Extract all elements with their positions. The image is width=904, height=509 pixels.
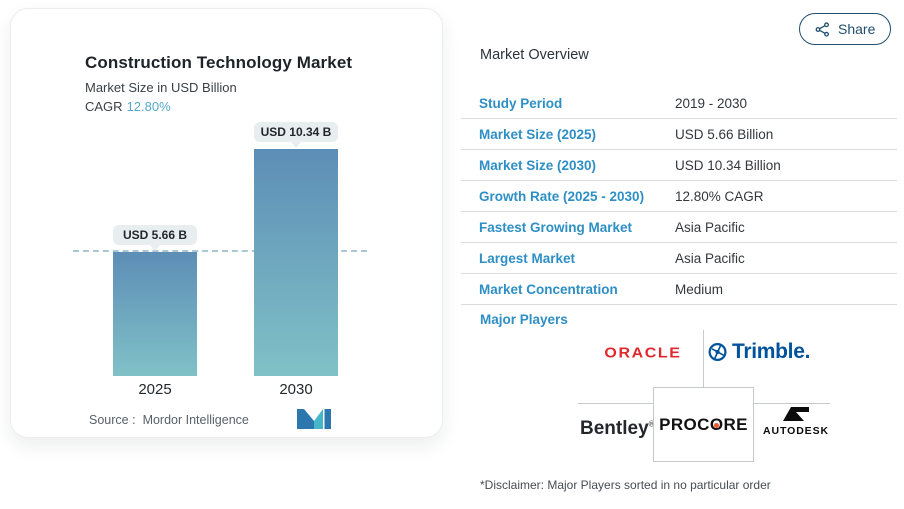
bentley-logo: Bentley® <box>580 418 655 440</box>
procore-logo: PROCORE <box>653 387 754 462</box>
table-row: Largest Market Asia Pacific <box>461 243 897 274</box>
table-row: Growth Rate (2025 - 2030) 12.80% CAGR <box>461 181 897 212</box>
overview-table: Study Period 2019 - 2030 Market Size (20… <box>461 88 897 305</box>
table-row: Fastest Growing Market Asia Pacific <box>461 212 897 243</box>
major-players-label: Major Players <box>480 312 568 327</box>
bentley-registered-mark: ® <box>648 419 655 429</box>
x-tick-2030: 2030 <box>279 381 313 398</box>
row-value: Asia Pacific <box>675 250 745 266</box>
procore-wordmark: PROCORE <box>659 415 748 435</box>
row-label: Largest Market <box>479 250 576 266</box>
source-label: Source : <box>89 413 136 427</box>
row-value: USD 5.66 Billion <box>675 126 774 142</box>
share-button-label: Share <box>838 21 876 37</box>
chart-title: Construction Technology Market <box>85 53 353 72</box>
autodesk-wordmark: AUTODESK <box>763 425 829 437</box>
autodesk-mark-icon <box>783 407 809 421</box>
share-icon <box>815 21 829 37</box>
share-button[interactable]: Share <box>799 13 892 45</box>
autodesk-logo: AUTODESK <box>760 406 832 437</box>
cagr-label: CAGR <box>85 99 123 114</box>
row-value: Asia Pacific <box>675 219 745 235</box>
procore-word-post: RE <box>723 414 748 434</box>
row-value: Medium <box>675 281 724 297</box>
bentley-wordmark: Bentley <box>580 418 649 439</box>
procore-o-dot: O <box>709 414 724 434</box>
trimble-mark-icon <box>708 343 727 361</box>
oracle-logo: ORACLE <box>604 345 682 362</box>
players-disclaimer: *Disclaimer: Major Players sorted in no … <box>480 478 771 492</box>
row-label: Market Size (2030) <box>479 157 597 173</box>
table-row: Market Size (2030) USD 10.34 Billion <box>461 150 897 181</box>
major-players-logos: ORACLE Trimble. Bentley® PROCORE <box>578 330 838 462</box>
reference-dashed-line <box>73 250 367 252</box>
cagr-value: 12.80% <box>126 99 171 114</box>
table-row: Study Period 2019 - 2030 <box>461 88 897 119</box>
row-label: Fastest Growing Market <box>479 219 633 235</box>
cagr-line: CAGR 12.80% <box>85 99 171 114</box>
row-label: Market Concentration <box>479 281 618 297</box>
row-label: Study Period <box>479 95 563 111</box>
row-value: 2019 - 2030 <box>675 95 748 111</box>
table-row: Market Size (2025) USD 5.66 Billion <box>461 119 897 150</box>
bar-value-badge-2030: USD 10.34 B <box>254 122 338 148</box>
source-value: Mordor Intelligence <box>142 413 249 427</box>
trimble-wordmark: Trimble. <box>732 340 811 363</box>
logo-grid-divider-vertical <box>703 330 704 387</box>
procore-word-pre: PROC <box>659 414 710 434</box>
x-tick-2025: 2025 <box>138 381 172 398</box>
source-attribution: Source : Mordor Intelligence <box>89 413 249 427</box>
bar-2030 <box>254 149 338 376</box>
row-value: 12.80% CAGR <box>675 188 764 204</box>
overview-heading: Market Overview <box>480 47 589 63</box>
row-label: Growth Rate (2025 - 2030) <box>479 188 645 204</box>
bar-value-badge-2025: USD 5.66 B <box>113 225 197 251</box>
table-row: Market Concentration Medium <box>461 274 897 305</box>
bar-2025 <box>113 252 197 376</box>
chart-subtitle: Market Size in USD Billion <box>85 80 237 95</box>
trimble-logo: Trimble. <box>707 340 810 364</box>
market-chart-card: Construction Technology Market Market Si… <box>10 8 443 438</box>
row-label: Market Size (2025) <box>479 126 597 142</box>
mordor-intelligence-logo <box>297 409 331 429</box>
row-value: USD 10.34 Billion <box>675 157 781 173</box>
